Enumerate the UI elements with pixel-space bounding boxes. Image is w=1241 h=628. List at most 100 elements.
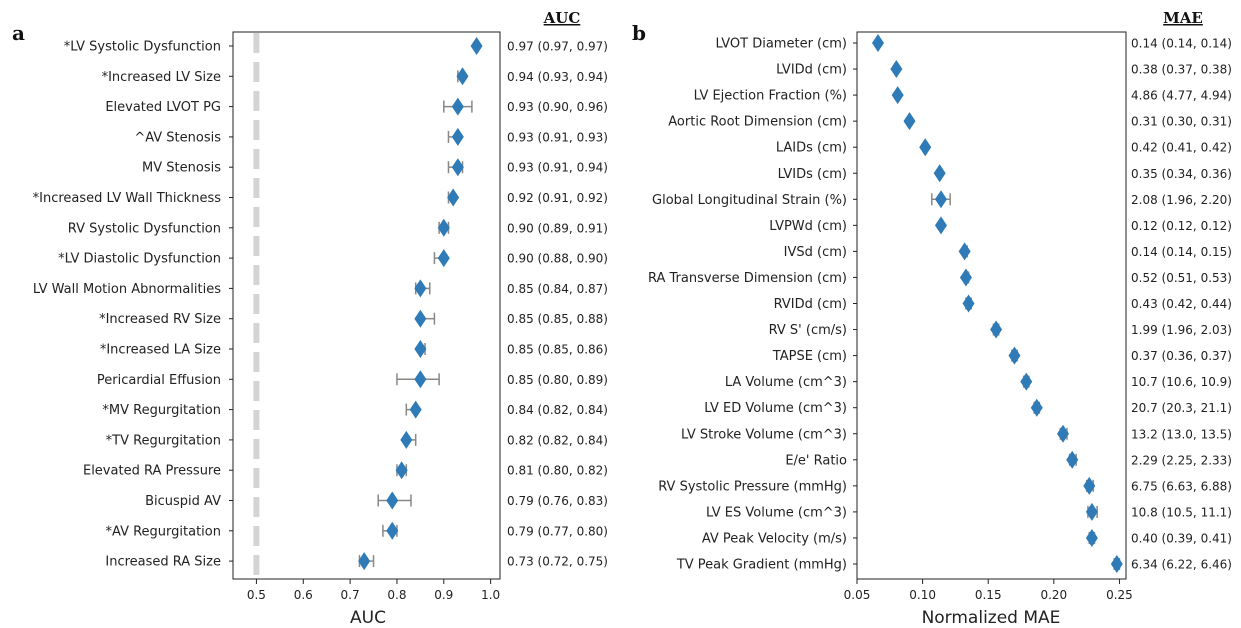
point-marker xyxy=(1085,528,1098,547)
value-label: 0.38 (0.37, 0.38) xyxy=(1131,63,1232,77)
value-label: 0.79 (0.77, 0.80) xyxy=(507,524,608,538)
point-marker xyxy=(890,60,903,79)
point-marker xyxy=(395,461,408,480)
point-marker xyxy=(437,249,450,268)
panel-a-value-labels: 0.97 (0.97, 0.97) 0.94 (0.93, 0.94) 0.93 (… xyxy=(507,40,608,569)
category-label: LV ED Volume (cm^3) xyxy=(704,401,847,416)
x-tick-label: 0.05 xyxy=(844,588,871,602)
x-tick-label: 0.10 xyxy=(909,588,936,602)
category-label: Elevated RA Pressure xyxy=(83,464,221,479)
category-label: Aortic Root Dimension (cm) xyxy=(668,115,847,130)
category-label: *Increased RV Size xyxy=(99,312,221,327)
point-marker xyxy=(1085,502,1098,521)
value-label: 2.08 (1.96, 2.20) xyxy=(1131,193,1232,207)
point-marker xyxy=(414,309,427,328)
category-label: E/e' Ratio xyxy=(785,453,847,468)
category-label: LV Stroke Volume (cm^3) xyxy=(681,427,847,442)
point-marker xyxy=(451,127,464,146)
point-marker xyxy=(409,400,422,419)
value-label: 0.43 (0.42, 0.44) xyxy=(1131,297,1232,311)
x-tick-label: 0.7 xyxy=(341,588,360,602)
category-label: LAIDs (cm) xyxy=(776,141,847,156)
value-label: 0.90 (0.88, 0.90) xyxy=(507,252,608,266)
panel-b-values-header: MAE xyxy=(1163,9,1203,27)
category-label: RV Systolic Pressure (mmHg) xyxy=(658,479,847,494)
value-label: 6.75 (6.63, 6.88) xyxy=(1131,479,1232,493)
panel-a-x-axis: 0.5 0.6 0.7 0.8 0.9 1.0 xyxy=(247,579,500,602)
category-label: Pericardial Effusion xyxy=(97,373,221,388)
point-marker xyxy=(447,188,460,207)
category-label: Elevated LVOT PG xyxy=(105,100,221,115)
category-label: LVPWd (cm) xyxy=(769,219,847,234)
point-marker xyxy=(400,430,413,449)
panel-b-letter: b xyxy=(632,21,646,45)
point-marker xyxy=(414,340,427,358)
panel-b-x-axis: 0.05 0.10 0.15 0.20 0.25 xyxy=(844,579,1133,602)
value-label: 4.86 (4.77, 4.94) xyxy=(1131,89,1232,103)
point-marker xyxy=(414,370,427,389)
value-label: 0.82 (0.82, 0.84) xyxy=(507,433,608,447)
value-label: 0.12 (0.12, 0.12) xyxy=(1131,219,1232,233)
value-label: 10.8 (10.5, 11.1) xyxy=(1131,505,1232,519)
point-marker xyxy=(1008,346,1021,365)
category-label: *MV Regurgitation xyxy=(102,403,221,418)
value-label: 13.2 (13.0, 13.5) xyxy=(1131,427,1232,441)
point-marker xyxy=(919,138,932,157)
panel-b-plot-frame xyxy=(856,31,1127,580)
category-label: TAPSE (cm) xyxy=(772,349,847,364)
point-marker xyxy=(959,268,972,287)
category-label: *TV Regurgitation xyxy=(106,433,221,448)
point-marker xyxy=(903,112,916,131)
value-label: 0.85 (0.85, 0.88) xyxy=(507,312,608,326)
category-label: IVSd (cm) xyxy=(784,245,847,260)
category-label: LV Wall Motion Abnormalities xyxy=(33,282,221,297)
point-marker xyxy=(962,294,975,313)
value-label: 0.40 (0.39, 0.41) xyxy=(1131,531,1232,545)
category-label: *AV Regurgitation xyxy=(106,524,221,539)
value-label: 0.52 (0.51, 0.53) xyxy=(1131,271,1232,285)
point-marker xyxy=(891,86,904,105)
point-marker xyxy=(1083,476,1096,495)
category-label: MV Stenosis xyxy=(142,161,221,176)
value-label: 0.81 (0.80, 0.82) xyxy=(507,464,608,478)
value-label: 0.90 (0.89, 0.91) xyxy=(507,221,608,235)
point-marker xyxy=(414,279,427,298)
value-label: 0.14 (0.14, 0.15) xyxy=(1131,245,1232,259)
panel-b-markers xyxy=(871,34,1123,573)
point-marker xyxy=(934,216,947,235)
category-label: RA Transverse Dimension (cm) xyxy=(648,271,847,286)
category-label: RVIDd (cm) xyxy=(774,297,847,312)
category-label: RV S' (cm/s) xyxy=(769,323,847,338)
value-label: 0.14 (0.14, 0.14) xyxy=(1131,37,1232,51)
value-label: 0.31 (0.30, 0.31) xyxy=(1131,115,1232,129)
x-tick-label: 0.15 xyxy=(975,588,1002,602)
value-label: 0.92 (0.91, 0.92) xyxy=(507,191,608,205)
category-label: *LV Systolic Dysfunction xyxy=(64,40,221,55)
point-marker xyxy=(990,320,1003,339)
panel-a-letter: a xyxy=(12,21,25,45)
value-label: 0.37 (0.36, 0.37) xyxy=(1131,349,1232,363)
point-marker xyxy=(1020,372,1033,391)
x-tick-label: 0.25 xyxy=(1106,588,1133,602)
point-marker xyxy=(958,242,971,261)
point-marker xyxy=(1057,424,1070,443)
value-label: 6.34 (6.22, 6.46) xyxy=(1131,558,1232,572)
category-label: *Increased LV Size xyxy=(102,70,221,85)
value-label: 0.73 (0.72, 0.75) xyxy=(507,555,608,569)
category-label: LV ES Volume (cm^3) xyxy=(706,505,847,520)
value-label: 0.85 (0.85, 0.86) xyxy=(507,343,608,357)
value-label: 0.35 (0.34, 0.36) xyxy=(1131,167,1232,181)
category-label: LVOT Diameter (cm) xyxy=(715,37,847,52)
point-marker xyxy=(1110,555,1123,573)
value-label: 2.29 (2.25, 2.33) xyxy=(1131,453,1232,467)
point-marker xyxy=(451,97,464,116)
x-tick-label: 0.20 xyxy=(1040,588,1067,602)
point-marker xyxy=(451,158,464,177)
point-marker xyxy=(933,164,946,183)
point-marker xyxy=(437,218,450,237)
category-label: LVIDd (cm) xyxy=(776,63,847,78)
value-label: 0.93 (0.90, 0.96) xyxy=(507,100,608,114)
value-label: 0.93 (0.91, 0.94) xyxy=(507,161,608,175)
value-label: 0.97 (0.97, 0.97) xyxy=(507,40,608,54)
